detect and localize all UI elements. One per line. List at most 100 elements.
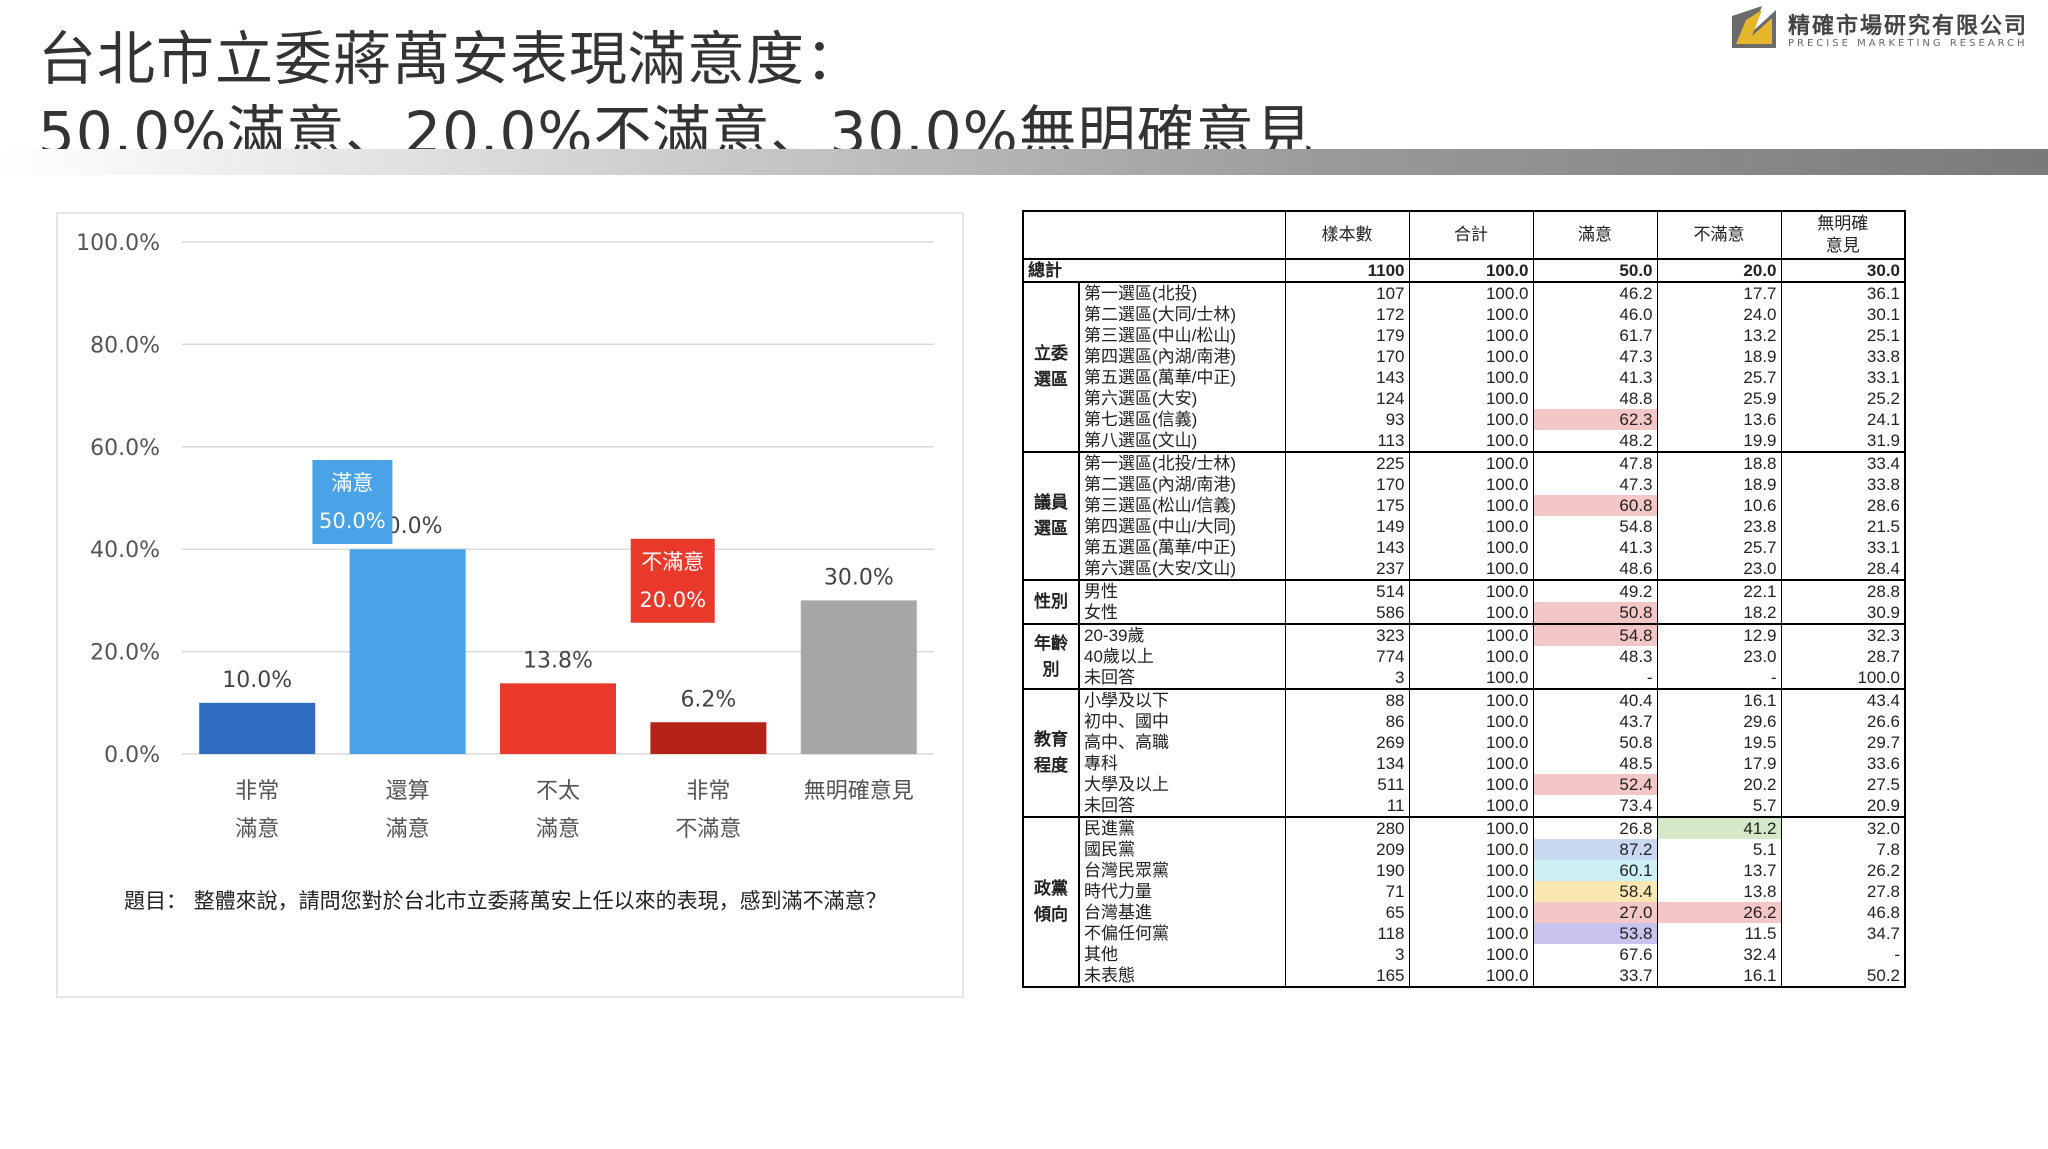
cell-value: 100.0 [1408,602,1534,624]
cell-value: 172 [1284,304,1410,325]
cell-value: 12.9 [1656,623,1782,646]
cell-value: 50.0 [1532,258,1658,283]
y-tick-label: 100.0% [76,231,160,256]
cell-value: 73.4 [1532,795,1658,817]
cell-value: 32.4 [1656,944,1782,965]
cell-value: 32.3 [1780,623,1906,646]
cell-value: 43.7 [1532,711,1658,732]
column-header: 合計 [1408,210,1534,260]
chart-panel: 0.0% 20.0% 40.0% 60.0% 80.0% 100.0% 10.0% 非常 滿意 4… [56,212,964,998]
table-row: 第四選區(內湖/南港) 170 100.0 47.3 18.9 33.8 [1023,346,1906,367]
cell-value: 143 [1284,537,1410,558]
cell-value: 100.0 [1408,753,1534,774]
cell-value: 100.0 [1408,388,1534,409]
cell-value: 514 [1284,579,1410,602]
cell-value: 53.8 [1532,923,1658,944]
cell-value: 118 [1284,923,1410,944]
cell-value: 107 [1284,282,1410,304]
bar [650,722,767,754]
logo-mark-icon [1732,6,1776,48]
cell-value: 33.1 [1780,537,1906,558]
table-row: 40歲以上 774 100.0 48.3 23.0 28.7 [1023,646,1906,667]
annotation-box [630,538,715,623]
x-tick-label: 無明確意見 [804,779,914,804]
crosstab-table-wrap: 樣本數 合計 滿意 不滿意 無明確 意見 總計 1100 100.0 50.0 20.0 30.0… [1022,210,1906,1024]
table-row: 教育 程度 小學及以下 88 100.0 40.4 16.1 43.4 [1022,688,1906,818]
x-tick-label: 滿意 [386,817,430,842]
x-tick-label: 滿意 [235,817,279,842]
cell-value: 25.2 [1780,388,1906,409]
data-label: 13.8% [523,648,593,673]
table-row: 第六選區(大安) 124 100.0 48.8 25.9 25.2 [1023,388,1906,409]
row-label: 未回答 [1078,667,1285,689]
cell-value: 27.8 [1780,881,1906,902]
cell-value: 100.0 [1408,282,1534,304]
table-row: 立委 選區 第一選區(北投) 107 100.0 46.2 17.7 36.1 [1022,281,1906,453]
table-row: 第五選區(萬華/中正) 143 100.0 41.3 25.7 33.1 [1023,367,1906,388]
cell-value: 28.6 [1780,495,1906,516]
table-row: 不偏任何黨 118 100.0 53.8 11.5 34.7 [1023,923,1906,944]
cell-value: 41.2 [1656,816,1782,839]
row-label: 第七選區(信義) [1078,409,1285,430]
cell-value: 16.1 [1656,688,1782,711]
cell-value: 269 [1284,732,1410,753]
row-label: 第四選區(中山/大同) [1078,516,1285,537]
row-label: 40歲以上 [1078,646,1285,667]
cell-value: 100.0 [1408,667,1534,689]
cell-value: 100.0 [1408,537,1534,558]
column-header: 不滿意 [1656,210,1782,260]
page-title: 台北市立委蔣萬安表現滿意度： 50.0%滿意、20.0%不滿意、30.0%無明確… [38,22,1314,170]
row-label: 其他 [1078,944,1285,965]
cell-value: 100.0 [1408,367,1534,388]
cell-value: 100.0 [1408,346,1534,367]
annotation-value: 50.0% [319,509,386,533]
row-label: 第二選區(內湖/南港) [1078,474,1285,495]
cell-value: 100.0 [1408,258,1534,283]
cell-value: 26.2 [1780,860,1906,881]
cell-value: 33.7 [1532,965,1658,988]
row-label: 初中、國中 [1078,711,1285,732]
cell-value: 175 [1284,495,1410,516]
cell-value: 170 [1284,346,1410,367]
y-tick-label: 20.0% [90,641,160,666]
annotation-box [312,460,393,544]
table-row: 台灣民眾黨 190 100.0 60.1 13.7 26.2 [1023,860,1906,881]
x-tick-label: 非常 [235,779,279,804]
row-label: 台灣民眾黨 [1078,860,1285,881]
cell-value: 100.0 [1408,451,1534,474]
cell-value: 100.0 [1408,839,1534,860]
cell-value: 22.1 [1656,579,1782,602]
group-label: 立委 選區 [1022,281,1080,453]
cell-value: 87.2 [1532,839,1658,860]
cell-value: 100.0 [1408,325,1534,346]
cell-value: 11.5 [1656,923,1782,944]
row-label: 第五選區(萬華/中正) [1078,367,1285,388]
cell-value: 100.0 [1408,304,1534,325]
column-header: 無明確 意見 [1780,210,1906,260]
cell-value: 124 [1284,388,1410,409]
table-row: 第二選區(內湖/南港) 170 100.0 47.3 18.9 33.8 [1023,474,1906,495]
bar [500,683,616,754]
row-label: 第二選區(大同/士林) [1078,304,1285,325]
cell-value: 774 [1284,646,1410,667]
table-row: 第六選區(大安/文山) 237 100.0 48.6 23.0 28.4 [1023,558,1906,580]
cell-value: 7.8 [1780,839,1906,860]
cell-value: 28.7 [1780,646,1906,667]
cell-value: 25.1 [1780,325,1906,346]
cell-value: 86 [1284,711,1410,732]
cell-value: 20.0 [1656,258,1782,283]
row-label: 未回答 [1078,795,1285,817]
cell-value: 100.0 [1408,881,1534,902]
data-label: 10.0% [222,668,292,693]
annotation-label: 滿意 [331,471,373,495]
cell-value: 134 [1284,753,1410,774]
group-label: 教育 程度 [1022,688,1080,818]
row-label: 小學及以下 [1078,688,1285,711]
cell-value: 46.8 [1780,902,1906,923]
table-row: 台灣基進 65 100.0 27.0 26.2 46.8 [1023,902,1906,923]
cell-value: 40.4 [1532,688,1658,711]
cell-value: 23.0 [1656,646,1782,667]
row-label: 大學及以上 [1078,774,1285,795]
cell-value: 29.6 [1656,711,1782,732]
cell-value: 48.5 [1532,753,1658,774]
